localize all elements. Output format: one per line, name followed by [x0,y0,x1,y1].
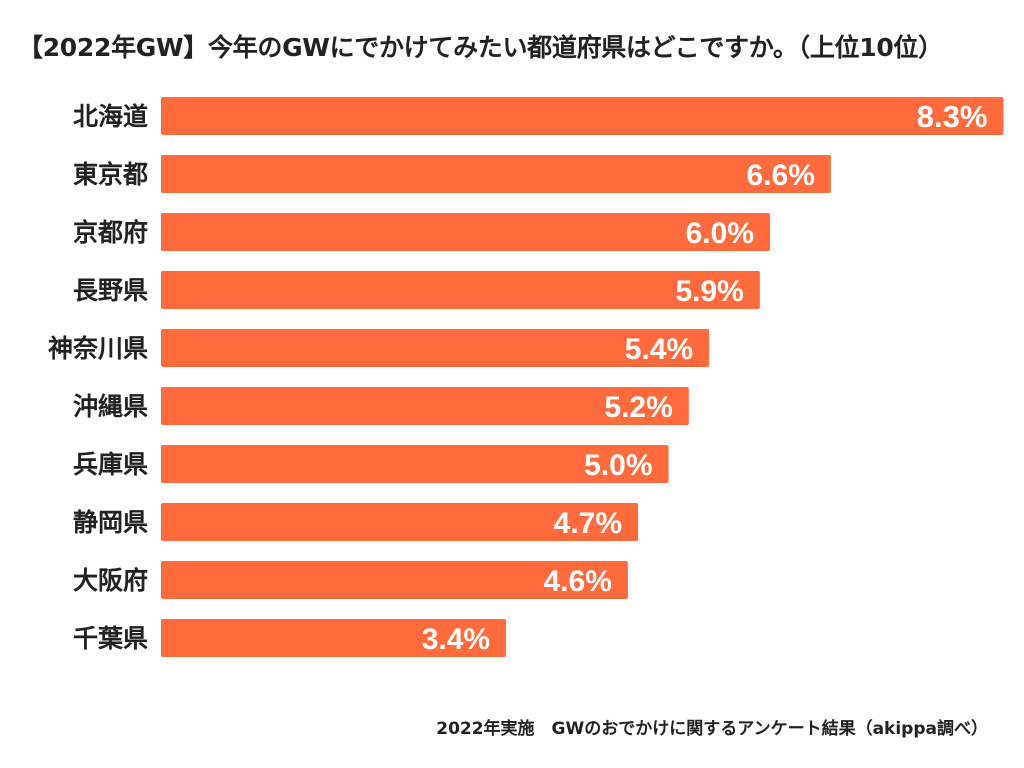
category-label: 東京都 [73,160,148,189]
bar-4 [161,271,760,309]
category-label: 長野県 [73,276,148,305]
bar-5 [161,329,710,367]
bar-1 [161,97,1004,135]
category-label: 静岡県 [73,508,148,537]
category-label: 京都府 [73,218,148,247]
category-label: 兵庫県 [73,450,148,479]
bar-9 [161,561,628,599]
bar-3 [161,213,770,251]
value-label: 6.6% [747,159,815,192]
value-label: 4.7% [554,507,622,540]
category-label: 千葉県 [73,624,148,653]
value-label: 4.6% [544,565,612,598]
chart-title: 【2022年GW】今年のGWにでかけてみたい都道府県はどこですか。（上位10位） [18,33,943,62]
bar-8 [161,503,639,541]
value-label: 8.3% [917,99,988,134]
value-label: 5.0% [584,449,652,482]
value-label: 5.4% [625,333,693,366]
value-label: 5.9% [675,275,743,308]
bar-2 [161,155,831,193]
value-label: 3.4% [422,623,490,656]
source-footnote: 2022年実施 GWのおでかけに関するアンケート結果（akippa調べ） [436,719,988,739]
category-label: 神奈川県 [48,334,148,363]
category-label: 沖縄県 [73,392,148,421]
bar-10 [161,619,507,657]
category-label: 北海道 [73,102,148,131]
value-label: 5.2% [604,391,672,424]
value-label: 6.0% [686,217,754,250]
category-label: 大阪府 [73,566,148,595]
bar-6 [161,387,689,425]
bar-7 [161,445,669,483]
